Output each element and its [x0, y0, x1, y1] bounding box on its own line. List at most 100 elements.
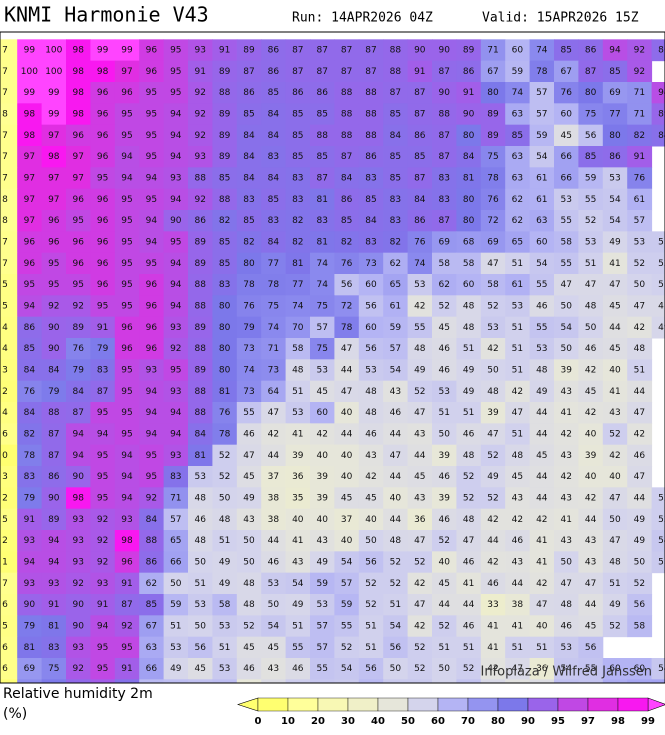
- humidity-value: 74: [414, 259, 426, 269]
- humidity-cell: [627, 316, 653, 339]
- humidity-value: 45: [512, 472, 523, 482]
- humidity-value: 89: [219, 110, 231, 120]
- humidity-cell: [432, 658, 457, 680]
- humidity-cell: [285, 402, 311, 424]
- humidity-cell: [334, 551, 360, 574]
- humidity-cell: [17, 274, 43, 296]
- humidity-value: 45: [365, 494, 376, 504]
- humidity-cell: [554, 572, 579, 595]
- humidity-cell: [188, 295, 213, 318]
- humidity-cell: [212, 60, 238, 83]
- humidity-cell: [432, 274, 457, 296]
- humidity-cell: [261, 60, 287, 83]
- humidity-value: 42: [414, 579, 425, 589]
- humidity-value: 80: [219, 366, 231, 376]
- humidity-value: 81: [316, 238, 327, 248]
- humidity-value: 88: [219, 88, 231, 98]
- humidity-cell: [261, 679, 287, 683]
- humidity-cell: [505, 508, 531, 531]
- humidity-value: 93: [24, 536, 35, 546]
- humidity-cell: [480, 295, 506, 318]
- humidity-cell: [529, 103, 555, 126]
- humidity-cell: [578, 594, 604, 616]
- humidity-cell: [602, 231, 628, 254]
- humidity-value: 95: [146, 451, 157, 461]
- humidity-value: 44: [634, 494, 646, 504]
- humidity-cell: [0, 188, 18, 211]
- humidity-value: 87: [72, 408, 83, 418]
- humidity-value: 100: [45, 67, 62, 77]
- humidity-cell: [627, 274, 653, 296]
- humidity-value: 38: [512, 600, 524, 610]
- humidity-value: 84: [243, 174, 255, 184]
- humidity-value: 76: [243, 302, 255, 312]
- humidity-cell: [163, 679, 189, 683]
- humidity-cell: [407, 359, 433, 382]
- humidity-cell: [529, 39, 555, 62]
- humidity-value: 95: [121, 216, 132, 226]
- map: 7 99 100 98 99 99 96 95 93 91 89 86 87 87 87 87 88 90 90 89…: [0, 39, 665, 696]
- humidity-cell: [163, 231, 189, 254]
- humidity-cell: [188, 146, 213, 168]
- humidity-value: 82: [390, 238, 401, 248]
- colorbar-label: 20: [311, 716, 325, 727]
- humidity-cell: [0, 530, 18, 552]
- humidity-value: 52: [609, 622, 620, 632]
- humidity-cell: [358, 60, 384, 83]
- humidity-cell: [212, 402, 238, 424]
- humidity-cell: [17, 444, 43, 467]
- humidity-cell: [41, 508, 67, 531]
- humidity-cell: [261, 39, 287, 62]
- humidity-cell: [285, 380, 311, 403]
- humidity-value: 3: [2, 472, 8, 482]
- humidity-value: 53: [512, 302, 523, 312]
- humidity-cell: [212, 636, 238, 659]
- humidity-value: 94: [48, 558, 60, 568]
- humidity-cell: [139, 103, 165, 126]
- humidity-value: 47: [634, 408, 645, 418]
- humidity-value: 7: [2, 67, 8, 77]
- humidity-value: 48: [634, 344, 646, 354]
- humidity-cell: [66, 188, 91, 211]
- humidity-cell: [41, 594, 67, 616]
- humidity-value: 82: [24, 430, 35, 440]
- humidity-cell: [188, 103, 213, 126]
- humidity-value: 53: [536, 344, 547, 354]
- humidity-cell: [432, 188, 457, 211]
- humidity-cell: [310, 615, 335, 638]
- humidity-value: 66: [146, 664, 158, 674]
- humidity-value: 54: [390, 366, 402, 376]
- humidity-cell: [139, 252, 165, 275]
- humidity-cell: [505, 146, 531, 168]
- humidity-cell: [627, 338, 653, 360]
- humidity-value: 85: [219, 259, 230, 269]
- humidity-cell: [17, 188, 43, 211]
- humidity-cell: [188, 39, 213, 62]
- humidity-value: 99: [24, 46, 36, 56]
- humidity-cell: [212, 423, 238, 446]
- humidity-cell: [505, 636, 531, 659]
- humidity-cell: [334, 679, 360, 683]
- humidity-value: 95: [72, 280, 83, 290]
- humidity-cell: [17, 423, 43, 446]
- humidity-value: 85: [268, 88, 279, 98]
- humidity-value: 90: [72, 472, 84, 482]
- humidity-value: 95: [97, 302, 108, 312]
- humidity-cell: [66, 636, 91, 659]
- humidity-cell: [578, 146, 604, 168]
- humidity-cell: [0, 338, 18, 360]
- humidity-cell: [90, 231, 116, 254]
- humidity-cell: [383, 103, 409, 126]
- humidity-value: 47: [487, 686, 498, 696]
- humidity-value: 99: [97, 46, 109, 56]
- humidity-value: 92: [194, 195, 205, 205]
- humidity-value: 42: [414, 622, 425, 632]
- humidity-value: 44: [438, 600, 450, 610]
- humidity-cell: [212, 679, 238, 683]
- humidity-cell: [236, 530, 262, 552]
- humidity-cell: [578, 316, 604, 339]
- humidity-cell: [432, 82, 457, 104]
- humidity-cell: [578, 103, 604, 126]
- humidity-value: 70: [292, 323, 304, 333]
- humidity-cell: [236, 124, 262, 147]
